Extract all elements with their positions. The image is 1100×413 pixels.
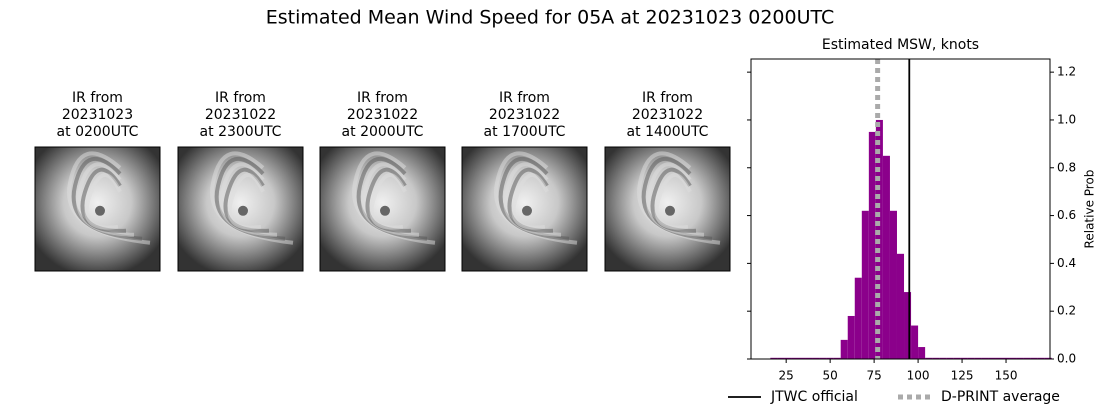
bar bbox=[1009, 357, 1017, 359]
bar bbox=[918, 347, 926, 359]
panel-title: 20231022 bbox=[489, 107, 560, 123]
panel-title: 20231022 bbox=[632, 107, 703, 123]
x-tick-label: 125 bbox=[951, 369, 974, 383]
panel-title: IR from bbox=[357, 90, 408, 106]
panel-title: 20231022 bbox=[347, 107, 418, 123]
bar bbox=[833, 357, 841, 359]
bar bbox=[889, 210, 897, 359]
bar bbox=[798, 357, 806, 359]
bar bbox=[770, 357, 778, 359]
bar bbox=[868, 131, 876, 359]
bar bbox=[925, 357, 933, 359]
eye bbox=[665, 205, 675, 216]
bar bbox=[896, 253, 905, 359]
y-tick-label: 1.0 bbox=[1057, 112, 1076, 126]
bar bbox=[967, 357, 975, 359]
y-tick-label: 0.6 bbox=[1057, 208, 1076, 222]
y-axis-label: Relative Prob bbox=[1083, 170, 1097, 249]
bar bbox=[1030, 357, 1038, 359]
panel-title: at 2000UTC bbox=[342, 124, 424, 140]
satellite-image bbox=[461, 146, 588, 272]
bar bbox=[974, 357, 982, 359]
bar bbox=[791, 357, 799, 359]
x-tick-label: 100 bbox=[907, 369, 930, 383]
eye bbox=[95, 205, 105, 216]
cloud-band bbox=[84, 173, 122, 230]
bar bbox=[812, 357, 820, 359]
cloud-band bbox=[369, 173, 407, 230]
x-tick-label: 75 bbox=[866, 369, 881, 383]
bar bbox=[932, 357, 940, 359]
chart-title: Estimated MSW, knots bbox=[822, 37, 979, 53]
y-tick-label: 0.2 bbox=[1057, 304, 1076, 318]
x-tick-label: 25 bbox=[779, 369, 794, 383]
y-tick-label: 0.8 bbox=[1057, 160, 1076, 174]
cloud-band bbox=[654, 173, 692, 230]
bar bbox=[904, 292, 912, 359]
bar bbox=[995, 357, 1003, 359]
bar bbox=[784, 357, 792, 359]
eye bbox=[238, 205, 248, 216]
y-tick-label: 1.2 bbox=[1057, 65, 1076, 79]
bar bbox=[939, 357, 947, 359]
bar bbox=[826, 357, 834, 359]
bar bbox=[1037, 357, 1045, 359]
bar bbox=[911, 325, 919, 359]
cloud-band bbox=[227, 173, 265, 230]
eye bbox=[522, 205, 532, 216]
bar bbox=[847, 315, 855, 359]
bar bbox=[960, 357, 968, 359]
bar bbox=[882, 155, 890, 359]
y-tick-label: 0.0 bbox=[1057, 352, 1076, 366]
y-tick-label: 0.4 bbox=[1057, 256, 1076, 270]
bar bbox=[805, 357, 813, 359]
x-tick-label: 150 bbox=[995, 369, 1018, 383]
satellite-image bbox=[319, 146, 446, 272]
satellite-image bbox=[177, 146, 304, 272]
panel-title: at 2300UTC bbox=[200, 124, 282, 140]
bar bbox=[777, 357, 785, 359]
bar bbox=[819, 357, 827, 359]
panel-title: IR from bbox=[499, 90, 550, 106]
panel-title: IR from bbox=[642, 90, 693, 106]
panel-title: at 0200UTC bbox=[57, 124, 139, 140]
panel-title: 20231023 bbox=[62, 107, 133, 123]
panel-title: IR from bbox=[215, 90, 266, 106]
panel-title: at 1400UTC bbox=[627, 124, 709, 140]
bar bbox=[1044, 357, 1052, 359]
bar bbox=[988, 357, 996, 359]
panel-title: IR from bbox=[72, 90, 123, 106]
satellite-image bbox=[34, 146, 161, 272]
panel-title: 20231022 bbox=[205, 107, 276, 123]
figure-title: Estimated Mean Wind Speed for 05A at 202… bbox=[266, 7, 835, 29]
bar bbox=[981, 357, 989, 359]
bar bbox=[946, 357, 954, 359]
x-tick-label: 50 bbox=[823, 369, 838, 383]
eye bbox=[380, 205, 390, 216]
bar bbox=[861, 210, 869, 359]
bar bbox=[1016, 357, 1024, 359]
legend-label: JTWC official bbox=[770, 389, 858, 405]
satellite-image bbox=[604, 146, 731, 272]
bar bbox=[1023, 357, 1031, 359]
panel-title: at 1700UTC bbox=[484, 124, 566, 140]
bar bbox=[1002, 357, 1010, 359]
cloud-band bbox=[511, 173, 549, 230]
plot-frame bbox=[750, 58, 1051, 360]
bar bbox=[953, 357, 961, 359]
legend-label: D-PRINT average bbox=[941, 389, 1060, 405]
bar bbox=[840, 339, 848, 359]
bar bbox=[854, 277, 862, 359]
